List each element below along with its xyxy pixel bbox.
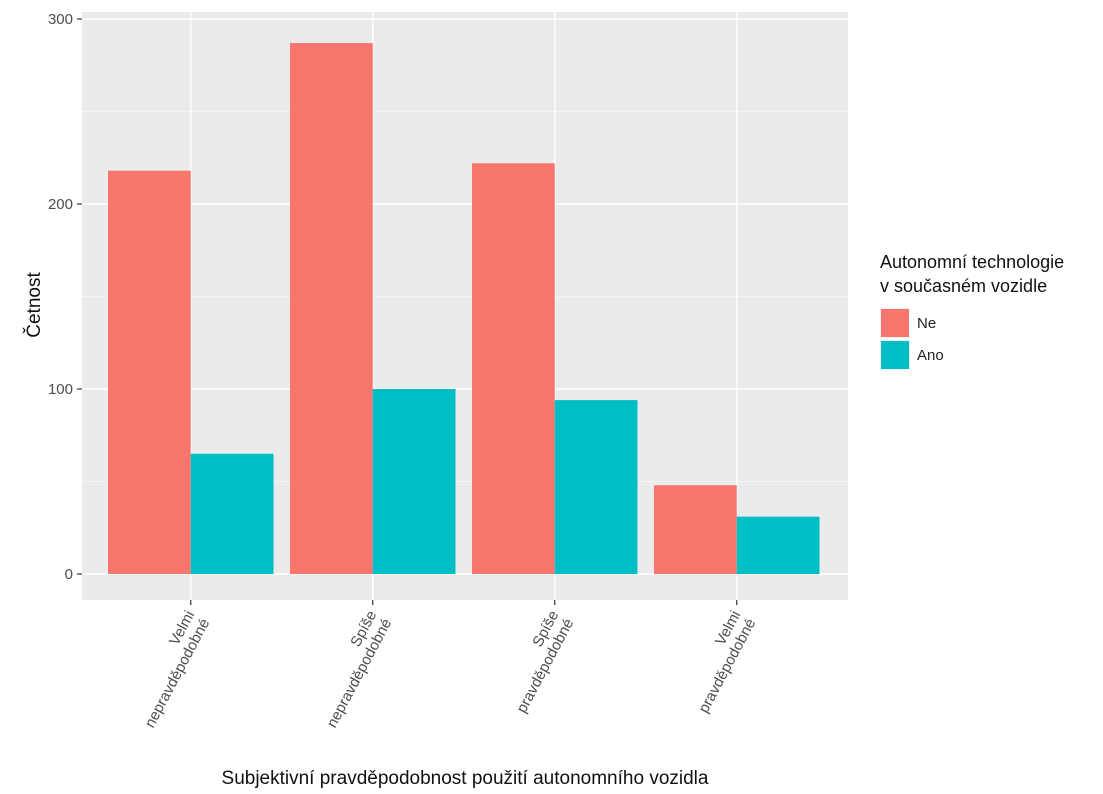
bar-ano-1 bbox=[190, 453, 274, 574]
y-tick-label: 300 bbox=[48, 11, 73, 28]
x-tick-label: Spíšepravděpodobné bbox=[498, 608, 577, 716]
legend-key-ne bbox=[881, 309, 909, 337]
bar-ne-3 bbox=[472, 163, 555, 575]
x-axis: Velminepravděpodobné Spíšenepravděpodobné… bbox=[126, 600, 759, 731]
y-axis: 0 100 200 300 bbox=[48, 11, 82, 583]
bar-ne-4 bbox=[654, 485, 737, 574]
legend-title-line-2: v současném vozidle bbox=[880, 276, 1047, 296]
y-axis-title: Četnost bbox=[23, 272, 45, 338]
bars bbox=[108, 43, 820, 575]
bar-ne-2 bbox=[290, 43, 373, 575]
x-tick-label: Velmipravděpodobné bbox=[680, 608, 759, 716]
legend-title-line-1: Autonomní technologie bbox=[880, 252, 1064, 272]
bar-ano-2 bbox=[372, 389, 456, 574]
bar-ne-1 bbox=[108, 170, 191, 574]
x-tick-label: Velminepravděpodobné bbox=[126, 608, 213, 731]
legend-key-ano bbox=[881, 341, 909, 369]
y-tick-label: 100 bbox=[48, 381, 73, 398]
legend: Autonomní technologie v současném vozidl… bbox=[880, 252, 1064, 370]
bar-ano-4 bbox=[736, 516, 820, 574]
bar-ano-3 bbox=[554, 400, 638, 574]
y-tick-label: 0 bbox=[65, 566, 73, 583]
legend-label-ne: Ne bbox=[917, 315, 936, 332]
y-tick-label: 200 bbox=[48, 196, 73, 213]
x-tick-label: Spíšenepravděpodobné bbox=[308, 608, 395, 731]
x-axis-title: Subjektivní pravděpodobnost použití auto… bbox=[222, 768, 709, 789]
legend-label-ano: Ano bbox=[917, 347, 944, 364]
